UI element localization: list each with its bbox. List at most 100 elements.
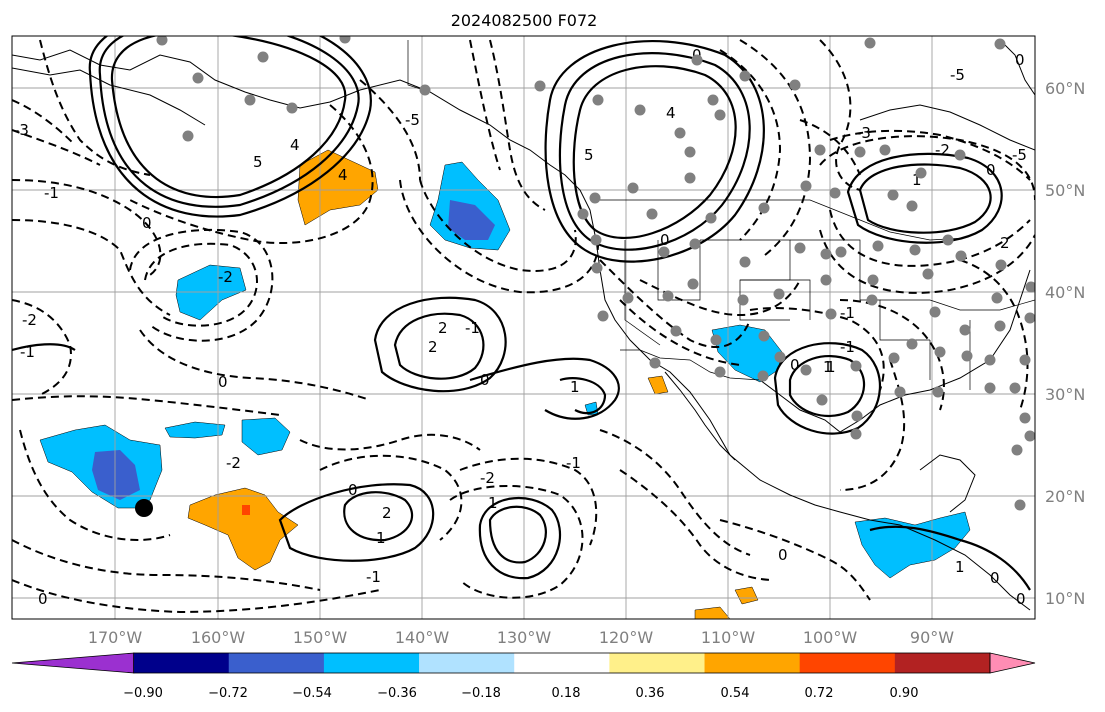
positive-region <box>734 586 759 605</box>
station-markers <box>156 36 1035 511</box>
contour-label: 1 <box>826 358 836 376</box>
station-dot <box>814 144 826 156</box>
station-dot <box>156 36 168 46</box>
colorbar-segment <box>514 653 610 673</box>
colorbar-tick-label: −0.36 <box>377 686 417 701</box>
station-dot <box>879 144 891 156</box>
station-dot <box>714 109 726 121</box>
colorbar <box>11 652 1036 674</box>
station-dot <box>909 244 921 256</box>
station-dot <box>705 212 717 224</box>
contour-label: -3 <box>14 121 29 139</box>
station-dot <box>820 248 832 260</box>
contours <box>12 36 1035 614</box>
station-dot <box>800 180 812 192</box>
contour-label: -1 <box>840 338 855 356</box>
colorbar-tick-label: 0.72 <box>805 686 834 701</box>
lon-label: 100°W <box>803 628 858 647</box>
contour-label: 0 <box>142 214 152 232</box>
station-dot <box>955 250 967 262</box>
contour-label: 1 <box>823 358 833 376</box>
lat-label: 60°N <box>1045 79 1085 98</box>
colorbar-tick-labels: −0.90 −0.72 −0.54 −0.36 −0.18 0.18 0.36 … <box>123 686 918 701</box>
map-frame <box>11 35 1036 620</box>
station-dot <box>850 428 862 440</box>
colorbar-tick-label: −0.90 <box>123 686 163 701</box>
contour-label: -2 <box>226 454 241 472</box>
contour-label: 1 <box>488 494 498 512</box>
contour-label: 2 <box>428 338 438 356</box>
contour-label: 0 <box>778 546 788 564</box>
station-dot <box>906 338 918 350</box>
colorbar-segment <box>894 653 991 673</box>
contour-label: 5 <box>584 146 594 164</box>
station-dot <box>1019 354 1031 366</box>
station-dot <box>658 246 670 258</box>
contour-label: 0 <box>790 356 800 374</box>
colorbar-segment <box>133 653 230 673</box>
station-dot <box>577 208 589 220</box>
colorbar-tick-label: 0.36 <box>636 686 665 701</box>
contour-label: 0 <box>1016 590 1026 608</box>
station-dot <box>850 360 862 372</box>
station-dot <box>691 54 703 66</box>
contour-label: -1 <box>465 319 480 337</box>
station-dot <box>739 70 751 82</box>
station-dot <box>1014 499 1026 511</box>
station-dot <box>286 102 298 114</box>
station-dot <box>994 38 1006 50</box>
negative-region <box>241 417 291 456</box>
contour-label: -1 <box>20 343 35 361</box>
station-dot <box>794 242 806 254</box>
contour-label: -3 <box>856 124 871 142</box>
station-dot <box>244 94 256 106</box>
station-dot <box>932 386 944 398</box>
station-dot <box>1009 382 1021 394</box>
colorbar-tick-label: −0.72 <box>208 686 248 701</box>
station-dot <box>866 294 878 306</box>
station-dot <box>1011 444 1023 456</box>
station-dot <box>589 192 601 204</box>
station-dot <box>257 51 269 63</box>
lon-label: 120°W <box>599 628 654 647</box>
station-dot <box>934 346 946 358</box>
contour-label: 0 <box>990 569 1000 587</box>
lon-label: 140°W <box>395 628 450 647</box>
contour-label: 0 <box>38 590 48 608</box>
contour-label: 0 <box>660 231 670 249</box>
contour-label: -5 <box>950 66 965 84</box>
contour-label: 0 <box>218 373 228 391</box>
colorbar-tick-label: 0.18 <box>552 686 581 701</box>
station-dot <box>961 350 973 362</box>
station-dot <box>646 208 658 220</box>
station-dot <box>872 240 884 252</box>
station-dot <box>991 292 1003 304</box>
station-dot <box>864 37 876 49</box>
negative-region <box>175 264 247 321</box>
contour-label: 0 <box>1015 51 1025 69</box>
station-dot <box>922 268 934 280</box>
contour-label: 0 <box>986 161 996 179</box>
station-dot <box>789 79 801 91</box>
station-dot <box>707 94 719 106</box>
lat-label: 50°N <box>1045 181 1085 200</box>
lon-label: 160°W <box>191 628 246 647</box>
positive-region <box>694 606 731 619</box>
contour-label: -1 <box>366 568 381 586</box>
colorbar-segment <box>323 653 420 673</box>
contour-label: -1 <box>566 454 581 472</box>
colorbar-tick-label: −0.18 <box>461 686 501 701</box>
lon-label: 90°W <box>910 628 954 647</box>
positive-region <box>647 375 669 395</box>
station-dot <box>687 278 699 290</box>
station-dot <box>684 172 696 184</box>
contour-label: 0 <box>480 371 490 389</box>
contour-label: 5 <box>253 153 263 171</box>
station-dot <box>1024 430 1035 442</box>
lat-label: 10°N <box>1045 589 1085 608</box>
contour-label: -5 <box>1012 146 1027 164</box>
contour-label: -2 <box>480 469 495 487</box>
contour-label: 2 <box>1000 234 1010 252</box>
station-dot <box>1019 412 1031 424</box>
station-dot <box>670 325 682 337</box>
